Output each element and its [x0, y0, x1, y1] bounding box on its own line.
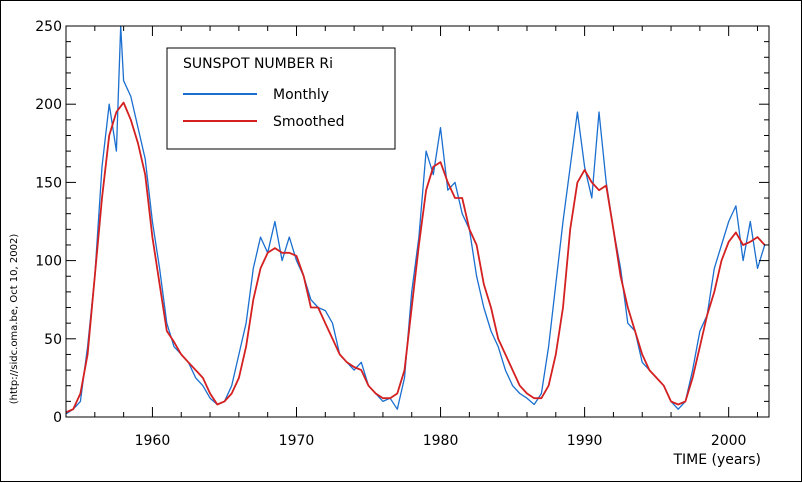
legend-label-smoothed: Smoothed — [273, 114, 345, 130]
legend-title: SUNSPOT NUMBER Ri — [183, 56, 333, 72]
x-tick-label: 1980 — [423, 433, 459, 449]
x-tick-label: 2000 — [711, 433, 747, 449]
y-tick-label: 150 — [35, 175, 62, 191]
y-tick-label: 0 — [53, 410, 62, 426]
x-tick-label: 1960 — [135, 433, 171, 449]
x-tick-label: 1970 — [279, 433, 315, 449]
y-tick-label: 50 — [44, 332, 62, 348]
series-line-monthly — [65, 25, 766, 415]
legend-label-monthly: Monthly — [273, 87, 329, 103]
y-tick-label: 200 — [35, 97, 62, 113]
plot-border — [65, 25, 770, 418]
y-tick-label: 250 — [35, 19, 62, 35]
legend: SUNSPOT NUMBER Ri Monthly Smoothed — [166, 47, 396, 150]
plot-area — [65, 25, 766, 415]
legend-box — [166, 47, 396, 150]
series-line-smoothed — [65, 101, 766, 414]
y-tick-label: 100 — [35, 254, 62, 270]
tick-labels: 0 50 100 150 200 250 1960 1970 1980 1990 2000 — [35, 19, 746, 449]
x-tick-label: 1990 — [567, 433, 603, 449]
y-axis-credit: (http://sidc.oma.be, Oct 10, 2002) — [9, 234, 20, 405]
x-axis-title: TIME (years) — [672, 452, 761, 468]
axis-ticks — [65, 25, 770, 418]
